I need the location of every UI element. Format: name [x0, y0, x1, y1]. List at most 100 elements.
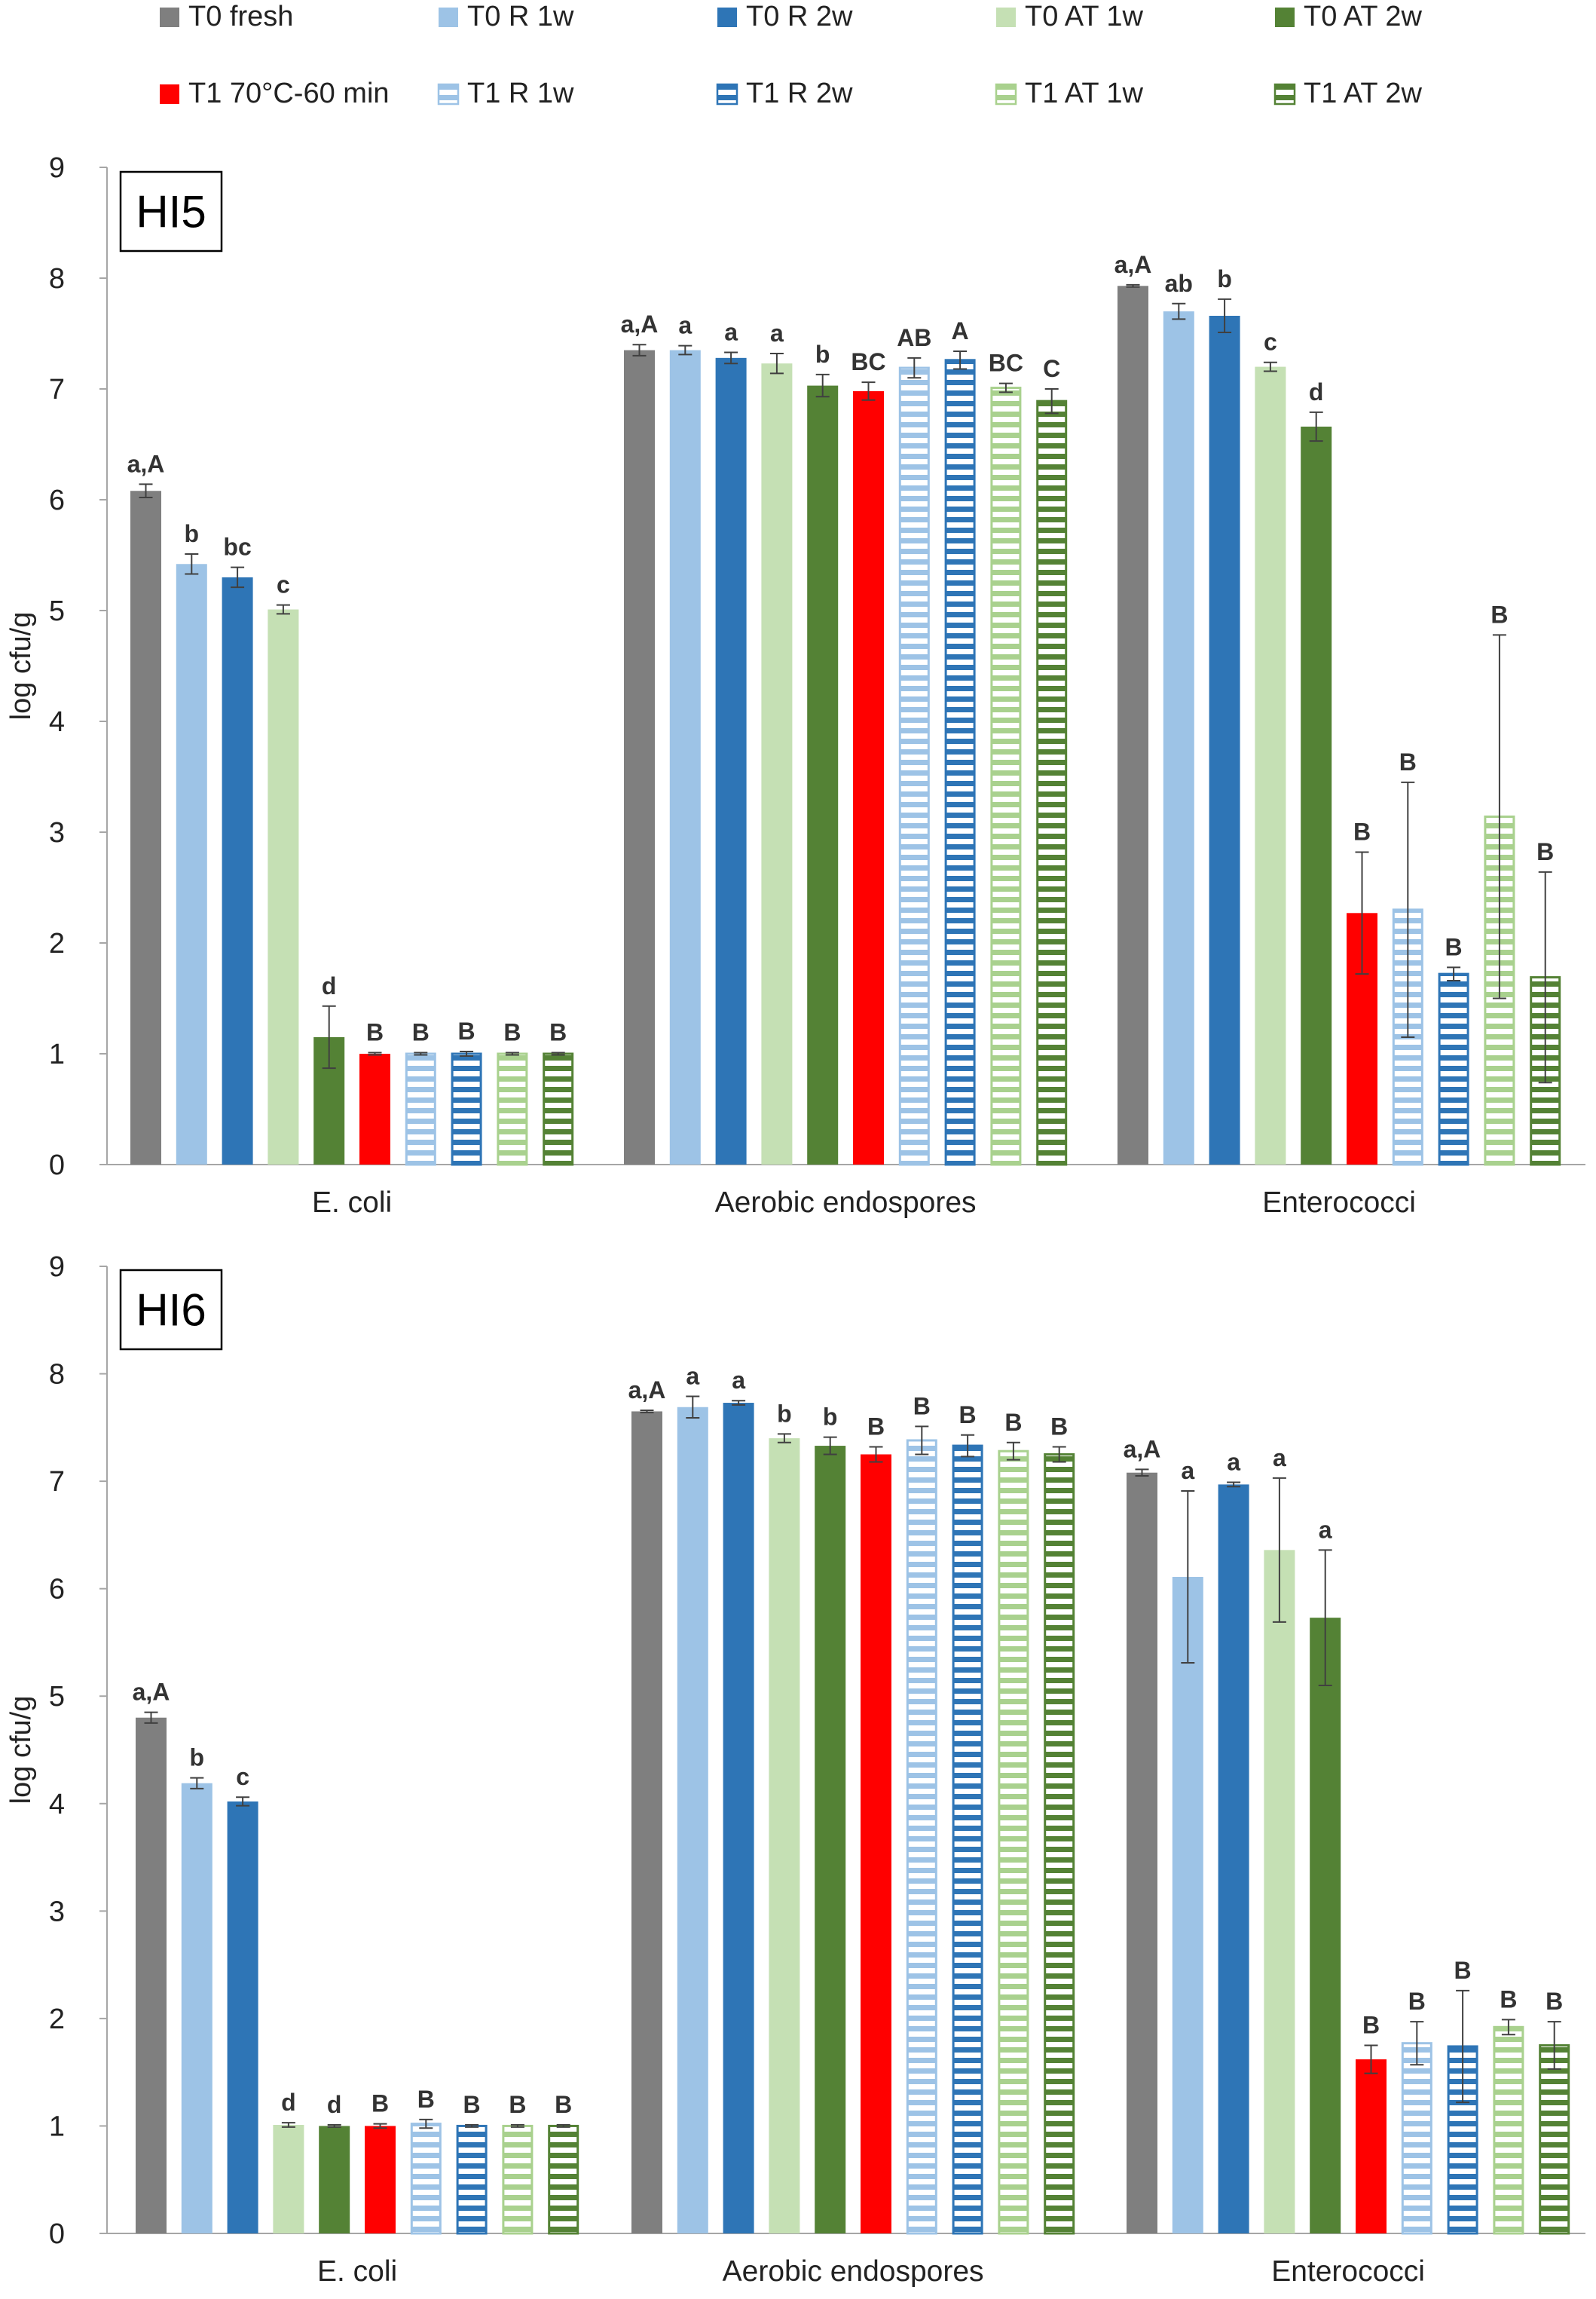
y-tick-label: 1	[49, 1039, 65, 1070]
error-bar	[505, 1052, 519, 1056]
error-bar	[1272, 1477, 1286, 1623]
y-tick-label: 2	[49, 2004, 65, 2035]
significance-label: B	[1500, 1985, 1517, 2013]
error-bar	[732, 1400, 746, 1406]
error-bar	[724, 351, 738, 365]
significance-label: c	[236, 1763, 249, 1790]
significance-label: a	[724, 318, 738, 345]
error-bar	[373, 2123, 387, 2129]
y-tick-label: 2	[49, 928, 65, 960]
significance-label: a,A	[621, 311, 659, 338]
category-label: Aerobic endospores	[715, 1186, 977, 1219]
bar-t0-at-1w	[268, 609, 299, 1165]
panel-label: HI5	[136, 187, 206, 237]
error-bar	[236, 1796, 250, 1807]
error-bar	[1456, 1989, 1470, 2104]
error-bar	[1006, 1441, 1020, 1461]
error-bar	[1309, 411, 1323, 442]
significance-label: B	[1445, 933, 1463, 960]
error-bar	[139, 483, 153, 499]
error-bar	[769, 352, 784, 375]
bar-t0-r-1w	[1172, 1576, 1203, 2233]
bar-t0-r-2w	[222, 577, 253, 1165]
y-tick-label: 7	[49, 1466, 65, 1498]
significance-label: A	[952, 317, 969, 344]
y-tick-label: 5	[49, 1681, 65, 1713]
bar-t1-70c-60-min	[1356, 2059, 1387, 2233]
error-bar	[1227, 1481, 1241, 1488]
y-tick-label: 4	[49, 706, 65, 738]
error-bar	[869, 1446, 883, 1463]
significance-label: a	[1181, 1457, 1194, 1484]
y-tick-label: 5	[49, 595, 65, 627]
significance-label: b	[815, 341, 830, 368]
bar-t0-r-1w	[1163, 311, 1194, 1165]
bar-t1-r-2w	[952, 1444, 983, 2235]
error-bar	[276, 604, 290, 615]
bar-t0-r-1w	[677, 1407, 708, 2233]
legend-label: T1 R 1w	[467, 78, 574, 109]
bar-t1-at-1w	[497, 1052, 528, 1166]
legend-swatch	[160, 84, 179, 104]
bar-t0-at-2w	[815, 1446, 846, 2233]
error-bar	[465, 2124, 479, 2128]
category-label: E. coli	[312, 1186, 392, 1219]
bar-group-enterococci: a,A ab b c d B B B B B	[1114, 251, 1561, 1166]
error-bar	[1538, 871, 1552, 1084]
legend-item-t1-at-1w: T1 AT 1w	[995, 78, 1144, 109]
legend-label: T1 70°C-60 min	[188, 78, 390, 109]
legend-swatch	[439, 8, 458, 27]
bar-t0-at-2w	[1310, 1618, 1341, 2233]
bar-t0-at-1w	[769, 1438, 800, 2233]
significance-label: a,A	[1124, 1435, 1161, 1462]
significance-label: B	[1536, 838, 1554, 865]
bar-t1-70c-60-min	[365, 2126, 396, 2233]
error-bar	[1447, 966, 1461, 981]
bar-t0-at-1w	[1255, 366, 1286, 1165]
error-bar	[1364, 2044, 1378, 2074]
bar-t0-at-2w	[319, 2126, 350, 2233]
significance-label: a	[732, 1367, 745, 1394]
bar-t0-fresh	[631, 1411, 662, 2233]
legend-item-t0-r-1w: T0 R 1w	[439, 1, 574, 32]
significance-label: B	[555, 2091, 572, 2118]
significance-label: B	[366, 1019, 384, 1046]
error-bar	[551, 1052, 565, 1056]
legend-item-t0-r-2w: T0 R 2w	[717, 1, 853, 32]
bar-t0-r-2w	[1218, 1484, 1249, 2233]
significance-label: B	[1362, 2012, 1380, 2039]
significance-label: B	[1454, 1957, 1472, 1984]
legend-label: T0 AT 1w	[1025, 1, 1144, 32]
error-bar	[1135, 1468, 1149, 1477]
error-bar	[915, 1425, 929, 1456]
error-bar	[953, 351, 968, 370]
error-bar	[510, 2124, 524, 2128]
error-bar	[281, 2122, 295, 2128]
error-bar	[1401, 781, 1415, 1038]
bar-t1-70c-60-min	[853, 390, 884, 1165]
significance-label: b	[190, 1744, 205, 1771]
significance-label: a	[686, 1362, 699, 1389]
significance-label: B	[959, 1401, 977, 1428]
error-bar	[815, 373, 830, 398]
error-bar	[1318, 1549, 1332, 1686]
significance-label: a,A	[628, 1376, 666, 1404]
error-bar	[777, 1433, 791, 1443]
bar-t0-r-2w	[715, 357, 747, 1165]
error-bar	[1172, 302, 1186, 320]
error-bar	[1044, 388, 1059, 415]
bar-t1-at-1w	[1493, 2025, 1524, 2235]
bar-t0-fresh	[624, 350, 655, 1165]
significance-label: a	[1273, 1444, 1286, 1471]
legend-item-t1-r-1w: T1 R 1w	[437, 78, 574, 109]
significance-label: d	[281, 2089, 296, 2116]
y-tick-label: 3	[49, 1896, 65, 1927]
significance-label: B	[867, 1413, 885, 1440]
category-label: E. coli	[317, 2255, 397, 2288]
legend-label: T1 AT 1w	[1025, 78, 1144, 109]
y-tick-label: 3	[49, 817, 65, 849]
y-tick-label: 1	[49, 2111, 65, 2142]
significance-label: B	[1491, 601, 1508, 628]
